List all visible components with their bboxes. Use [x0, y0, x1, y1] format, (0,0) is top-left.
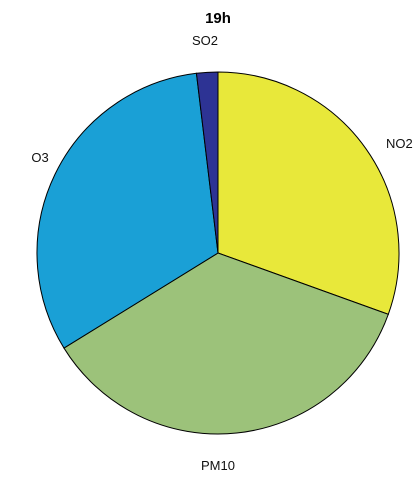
- pie-slice-so2: [195, 71, 219, 254]
- pie-slice-no2: [217, 71, 400, 315]
- slice-label-so2: SO2: [192, 33, 218, 48]
- slice-label-no2: NO2: [386, 136, 413, 151]
- pie-labels: NO2 PM10 O3 SO2: [31, 33, 412, 473]
- slice-label-o3: O3: [31, 150, 48, 165]
- pie-slice-o3: [36, 72, 219, 349]
- chart-title: 19h: [205, 10, 231, 27]
- slice-label-pm10: PM10: [201, 458, 235, 473]
- pie-slices: [36, 71, 400, 435]
